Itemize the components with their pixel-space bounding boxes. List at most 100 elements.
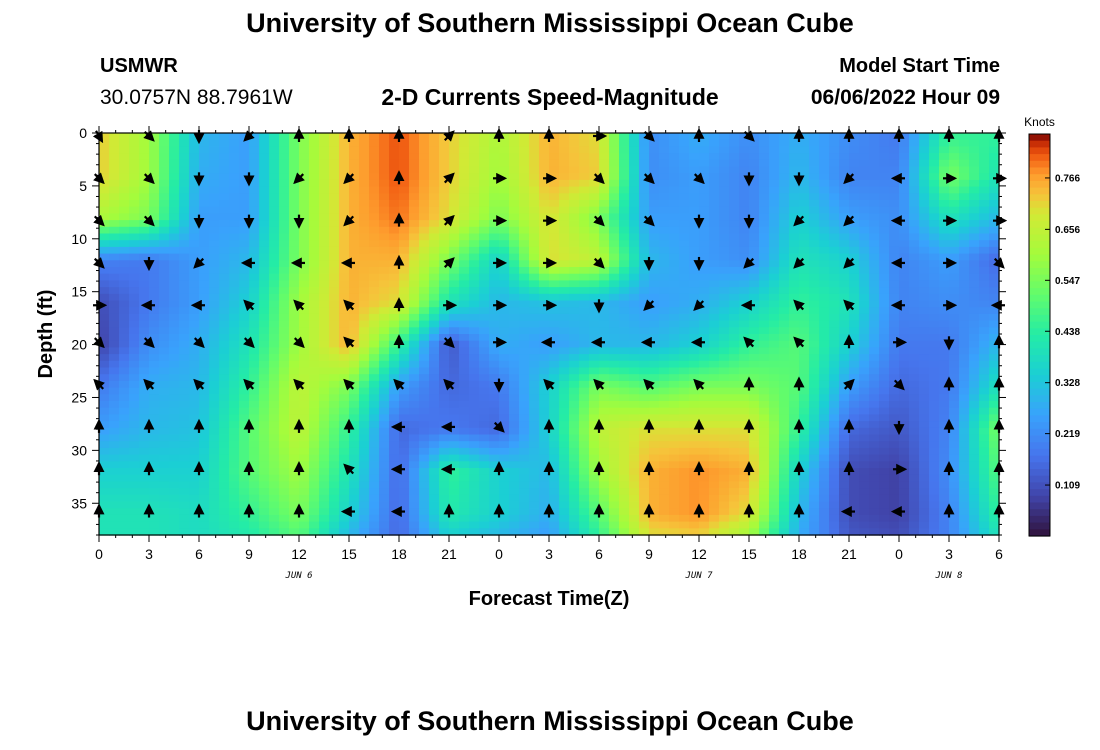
heatmap-cell [489,427,500,436]
heatmap-cell [679,246,690,255]
heatmap-cell [309,407,320,415]
heatmap-cell [239,240,250,248]
heatmap-cell [169,186,180,194]
heatmap-cell [669,461,680,469]
heatmap-cell [569,206,580,214]
heatmap-cell [279,447,290,456]
heatmap-cell [579,200,590,208]
heatmap-cell [169,300,180,308]
heatmap-cell [529,179,540,188]
heatmap-cell [199,280,210,288]
heatmap-cell [529,300,540,308]
heatmap-cell [809,233,820,241]
heatmap-cell [219,380,230,389]
heatmap-cell [509,159,520,168]
heatmap-cell [389,447,400,456]
heatmap-cell [299,206,310,214]
heatmap-cell [799,179,810,188]
heatmap-cell [779,206,790,214]
heatmap-cell [439,287,450,295]
heatmap-cell [289,166,300,174]
heatmap-cell [379,206,390,214]
heatmap-cell [729,340,740,348]
heatmap-cell [759,313,770,322]
heatmap-cell [439,267,450,275]
heatmap-cell [199,233,210,241]
heatmap-cell [399,347,410,355]
heatmap-cell [509,334,520,342]
heatmap-cell [789,146,800,154]
heatmap-cell [499,454,510,462]
heatmap-cell [599,186,610,194]
heatmap-cell [609,441,620,449]
heatmap-cell [859,401,870,409]
heatmap-cell [739,146,750,154]
heatmap-cell [269,354,280,362]
heatmap-cell [579,327,590,335]
heatmap-cell [759,246,770,255]
heatmap-cell [219,501,230,509]
heatmap-cell [579,461,590,469]
heatmap-cell [159,421,170,429]
heatmap-cell [829,407,840,415]
heatmap-cell [719,166,730,174]
heatmap-cell [319,146,330,154]
heatmap-cell [809,193,820,201]
heatmap-cell [529,354,540,362]
heatmap-cell [779,468,790,476]
heatmap-cell [219,233,230,241]
heatmap-cell [509,387,520,395]
heatmap-cell [679,173,690,181]
heatmap-cell [679,313,690,322]
heatmap-cell [299,320,310,328]
heatmap-cell [149,481,160,489]
heatmap-cell [789,327,800,335]
heatmap-cell [509,327,520,335]
heatmap-cell [139,273,150,281]
heatmap-cell [649,253,660,261]
heatmap-cell [899,447,910,456]
heatmap-cell [909,360,920,369]
heatmap-cell [379,347,390,355]
heatmap-cell [289,514,300,523]
heatmap-cell [579,159,590,168]
heatmap-cell [319,394,330,402]
heatmap-cell [309,280,320,288]
heatmap-cell [149,213,160,221]
heatmap-cell [679,186,690,194]
heatmap-cell [899,159,910,168]
heatmap-cell [219,213,230,221]
heatmap-cell [299,280,310,288]
heatmap-cell [649,293,660,302]
heatmap-cell [279,159,290,168]
heatmap-cell [419,481,430,489]
heatmap-cell [389,501,400,509]
heatmap-cell [589,434,600,442]
heatmap-cell [489,401,500,409]
heatmap-cell [779,508,790,516]
heatmap-cell [479,246,490,255]
heatmap-cell [579,280,590,288]
heatmap-cell [419,159,430,168]
heatmap-cell [769,407,780,415]
heatmap-cell [269,267,280,275]
heatmap-cell [889,153,900,161]
heatmap-cell [419,200,430,208]
heatmap-cell [739,233,750,241]
heatmap-cell [119,186,130,194]
heatmap-cell [229,508,240,516]
heatmap-cell [309,427,320,436]
heatmap-cell [209,494,220,503]
heatmap-cell [819,313,830,322]
heatmap-cell [809,380,820,389]
heatmap-cell [259,374,270,382]
heatmap-cell [339,226,350,235]
heatmap-cell [259,454,270,462]
heatmap-cell [319,427,330,436]
heatmap-cell [269,287,280,295]
heatmap-cell [399,367,410,375]
heatmap-cell [749,481,760,489]
heatmap-cell [469,253,480,261]
heatmap-cell [879,206,890,214]
heatmap-cell [379,233,390,241]
